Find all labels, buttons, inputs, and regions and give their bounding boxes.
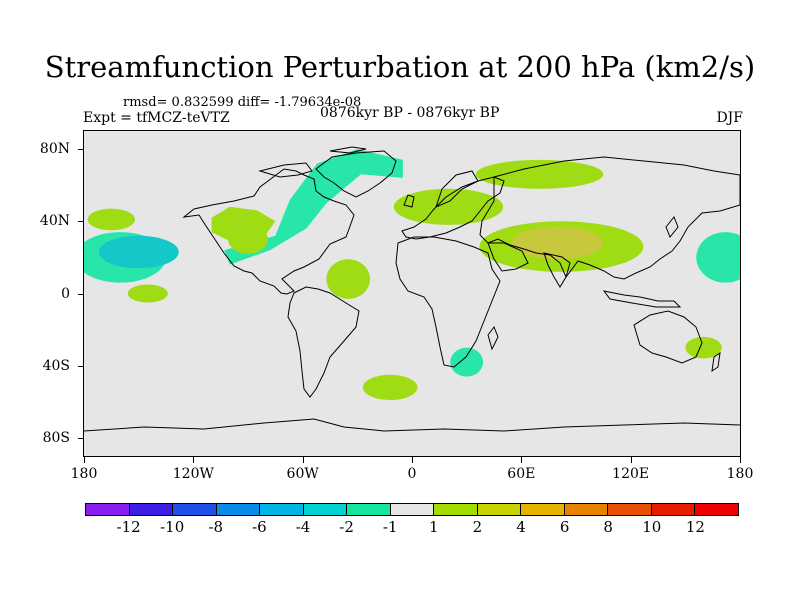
colorbar-swatch [477,504,522,515]
x-tick-mark [302,457,304,463]
y-tick-label: 40S [42,357,70,374]
colorbar-label: 6 [559,518,570,536]
season-label: DJF [716,110,743,126]
x-tick-label: 120E [612,466,650,482]
coastline-asia [479,156,740,280]
colorbar [85,503,739,516]
x-tick-mark [193,457,195,463]
world-map [84,146,740,432]
colorbar-label: -10 [160,518,185,536]
coastline-scandinavia [435,170,479,208]
anomaly-region-11 [512,226,604,260]
colorbar-swatch [173,504,217,515]
colorbar-swatch [564,504,609,515]
anomaly-region-4 [227,224,269,254]
coastline-layer [84,146,740,432]
colorbar-label: 4 [516,518,526,536]
coastline-africa [395,236,501,368]
colorbar-label: -4 [295,518,311,536]
x-tick-mark [630,457,632,463]
coastline-australia [633,310,703,364]
y-tick-mark [78,149,84,151]
anomaly-region-0 [87,208,136,231]
x-tick-mark [412,457,413,463]
colorbar-swatch [86,504,130,515]
anomaly-region-5 [326,259,371,299]
x-tick-label: 120W [172,466,214,482]
coastline-north-america [182,168,355,295]
colorbar-swatch [434,504,478,515]
map-frame [83,130,741,457]
anomaly-region-13 [696,232,740,283]
y-tick-mark [78,293,84,295]
colorbar-label: -2 [339,518,354,536]
anomaly-region-7 [450,347,484,377]
colorbar-swatch [390,504,435,515]
anomaly-layer [84,149,740,401]
colorbar-label: 10 [642,518,662,536]
colorbar-swatch [347,504,391,515]
anomaly-region-6 [362,374,418,401]
coastline-madagascar [487,325,499,351]
y-tick-mark [78,365,84,367]
anomaly-region-12 [685,336,722,359]
anomaly-region-3 [127,284,168,303]
x-tick-label: 60W [286,466,319,482]
coastline-south-america [287,286,360,398]
colorbar-swatch [608,504,652,515]
x-tick-label: 60E [507,466,536,482]
experiment-label: Expt = tfMCZ-teVTZ [83,110,230,126]
colorbar-label: 8 [603,518,613,536]
colorbar-swatch [129,504,174,515]
colorbar-label: -12 [116,518,141,536]
atlantic-negative-band [224,149,403,265]
colorbar-label: 1 [429,518,439,536]
y-tick-mark [78,437,84,439]
coastline-britain [403,194,415,208]
colorbar-label: 12 [685,518,705,536]
coastline-india [543,252,571,288]
colorbar-swatch [695,504,738,515]
coastline-new-zealand [711,351,721,373]
x-tick-label: 180 [726,466,754,482]
coastline-antarctica [84,418,740,432]
coastline-japan [665,216,679,238]
colorbar-swatch [651,504,696,515]
period-label: 0876kyr BP - 0876kyr BP [320,105,500,121]
colorbar-swatch [303,504,348,515]
colorbar-swatch [521,504,565,515]
x-tick-label: 180 [70,466,98,482]
y-tick-label: 0 [61,285,70,302]
coastline-arctic-islands [258,146,367,178]
colorbar-label: -8 [208,518,224,536]
colorbar-swatch [260,504,304,515]
y-tick-label: 40N [39,213,70,230]
y-tick-label: 80N [39,141,70,158]
colorbar-label: -6 [252,518,267,536]
x-tick-label: 0 [407,466,417,482]
coastline-indonesia [602,290,682,308]
colorbar-label: -1 [382,518,398,536]
chart-title: Streamfunction Perturbation at 200 hPa (… [44,50,756,84]
y-tick-label: 80S [42,429,70,446]
coastline-greenland [315,150,397,198]
x-tick-mark [740,457,741,463]
anomaly-region-9 [475,159,604,189]
coastline-arabia [487,242,529,272]
stats-line: rmsd= 0.832599 diff= -1.79634e-08 [123,95,362,110]
x-tick-mark [521,457,523,463]
colorbar-swatch [216,504,261,515]
y-tick-mark [78,221,84,223]
anomaly-region-2 [98,235,179,269]
x-tick-mark [84,457,85,463]
colorbar-label: 2 [472,518,483,536]
